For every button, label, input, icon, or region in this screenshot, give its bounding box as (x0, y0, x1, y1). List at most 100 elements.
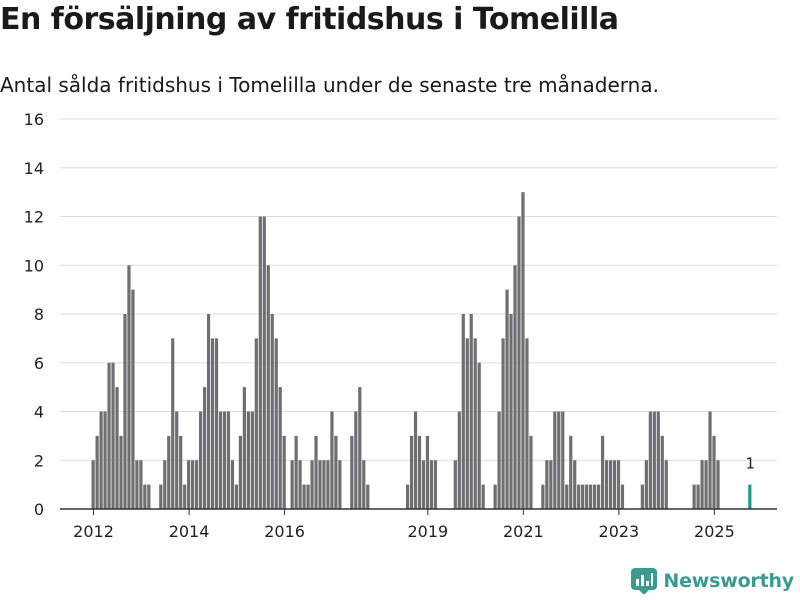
y-tick-label: 14 (24, 159, 44, 178)
bar (123, 314, 127, 509)
bar (616, 460, 621, 509)
y-tick-label: 2 (34, 451, 44, 470)
bar (664, 460, 668, 509)
bar (405, 484, 410, 509)
data-label-latest: 1 (745, 455, 755, 473)
bar (302, 484, 306, 509)
bar (421, 460, 426, 509)
bar (206, 314, 211, 509)
bar (258, 216, 262, 509)
bar (692, 484, 696, 509)
y-tick-label: 12 (24, 208, 44, 227)
x-axis: 2012 2014 2016 2019 2021 2023 2025 (60, 508, 777, 541)
bar (469, 314, 473, 509)
bar (306, 484, 310, 509)
bar (242, 387, 246, 509)
bar (298, 460, 302, 509)
bar (167, 435, 171, 509)
bar (234, 484, 239, 509)
bar (577, 484, 581, 509)
bar (549, 460, 553, 509)
bar (425, 435, 430, 509)
bar (593, 484, 597, 509)
bar (644, 460, 648, 509)
bar (115, 387, 119, 509)
bar (604, 460, 609, 509)
bar (525, 338, 529, 509)
bar (183, 484, 187, 509)
bar (135, 460, 139, 509)
gridlines (60, 118, 777, 461)
bar (497, 411, 501, 509)
y-tick-label: 4 (34, 403, 44, 422)
bar (600, 435, 605, 509)
bar (159, 484, 163, 509)
brand-name: Newsworthy (663, 570, 794, 592)
page-subtitle: Antal sålda fritidshus i Tomelilla under… (0, 73, 659, 97)
x-tick-label: 2023 (599, 522, 640, 541)
bar (254, 338, 258, 509)
bar (473, 338, 477, 509)
bar (226, 411, 231, 509)
bar (748, 484, 752, 509)
bar (569, 435, 573, 509)
bar (330, 411, 334, 509)
y-axis-ticks: 0 2 4 6 8 10 12 14 16 (24, 110, 44, 519)
bar (585, 484, 589, 509)
bar (334, 435, 338, 509)
bar (648, 411, 652, 509)
bar (282, 435, 286, 509)
y-tick-label: 8 (34, 305, 44, 324)
bar (350, 435, 354, 509)
bar (266, 265, 270, 509)
bar (214, 338, 219, 509)
bar (557, 411, 561, 509)
bar (326, 460, 330, 509)
bar (278, 387, 282, 509)
bar (656, 411, 660, 509)
bar (366, 484, 370, 509)
bar (250, 411, 254, 509)
bar (262, 216, 266, 509)
bar (453, 460, 457, 509)
bar (199, 411, 203, 509)
bar (195, 460, 199, 509)
y-tick-label: 6 (34, 354, 44, 373)
bar (612, 460, 617, 509)
bar (413, 411, 418, 509)
bar (147, 484, 151, 509)
bar (290, 460, 294, 509)
bar (222, 411, 227, 509)
bar (461, 314, 465, 509)
bar (652, 411, 656, 509)
bar (322, 460, 326, 509)
y-tick-label: 10 (24, 256, 44, 275)
bar (477, 362, 481, 509)
bars (91, 192, 752, 509)
bar (127, 265, 131, 509)
bar (238, 435, 242, 509)
bar (210, 338, 215, 509)
bar (521, 192, 525, 509)
bar (119, 435, 123, 509)
bar (95, 435, 99, 509)
bar (565, 484, 569, 509)
bar (338, 460, 342, 509)
bar (704, 460, 708, 509)
bar (433, 460, 438, 509)
bar (131, 289, 135, 509)
bar (143, 484, 147, 509)
bar (270, 314, 274, 509)
bar (620, 484, 625, 509)
bar (509, 314, 513, 509)
bar (358, 387, 362, 509)
bar (597, 484, 601, 509)
x-tick-label: 2014 (169, 522, 210, 541)
page-title: En försäljning av fritidshus i Tomelilla (0, 2, 619, 37)
bar (465, 338, 469, 509)
bar (354, 411, 358, 509)
brand-logo: Newsworthy (631, 568, 794, 594)
bar (362, 460, 366, 509)
bar (202, 387, 207, 509)
